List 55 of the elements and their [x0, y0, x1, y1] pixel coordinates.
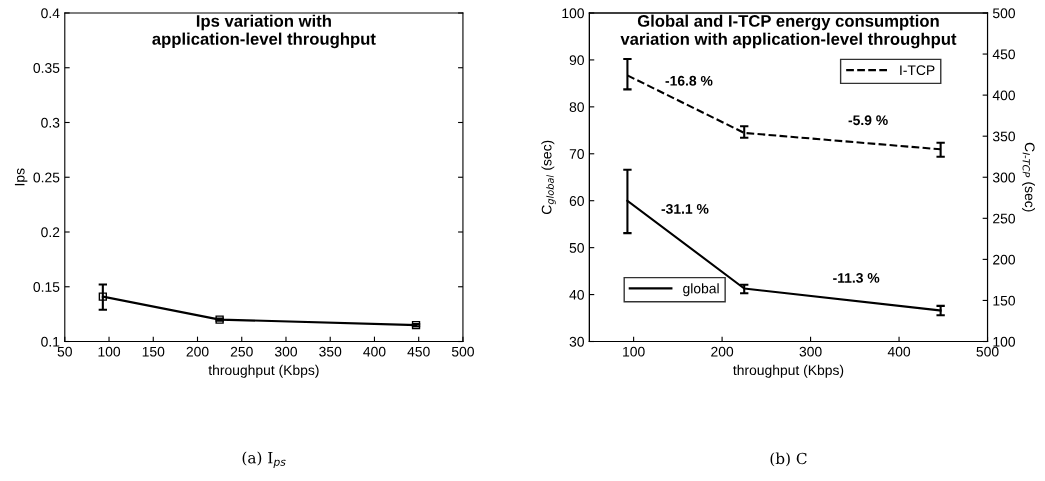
text: (a) I$_{ps}$ — [242, 451, 286, 468]
y2-tick-label: 400 — [992, 90, 1016, 101]
x-axis-title: throughput (Kbps) — [208, 364, 319, 378]
y2-axis-title: C$_{I-TCP}$ (sec) — [1022, 142, 1035, 212]
annotation: -5.9 % — [848, 115, 888, 126]
text: (b) C — [770, 452, 807, 467]
annotation: -31.1 % — [661, 203, 709, 214]
y-tick-label: 70 — [569, 149, 584, 159]
y-tick-label: 80 — [569, 102, 584, 113]
text: Global and I-TCP energy consumption variation with application-level throughput — [620, 14, 957, 49]
y2-tick-label: 200 — [993, 254, 1016, 265]
y-axis-title: C$_{global}$ (sec) — [541, 140, 556, 215]
y-tick-label: 90 — [569, 55, 584, 66]
y-axis-title: Ips — [14, 168, 28, 186]
y-tick-label: 0.3 — [41, 117, 60, 128]
y-tick-label: 60 — [569, 196, 584, 206]
x-tick-label: 150 — [142, 346, 165, 357]
y-tick-label: 0.4 — [41, 8, 60, 19]
x-axis-title: throughput (Kbps) — [733, 364, 844, 378]
x-tick-label: 100 — [623, 346, 645, 357]
x-tick-label: 400 — [887, 346, 911, 357]
y-tick-label: 40 — [569, 289, 584, 300]
y-tick-label: 0.15 — [33, 282, 60, 292]
x-tick-label: 500 — [976, 346, 999, 357]
x-tick-label: 400 — [363, 346, 386, 357]
y2-tick-label: 350 — [992, 131, 1016, 142]
x-tick-label: 350 — [319, 346, 342, 357]
x-tick-label: 50 — [57, 346, 72, 357]
y2-tick-label: 450 — [992, 49, 1016, 60]
y2-tick-label: 300 — [992, 172, 1016, 183]
text: Ips variation with application-level throughput — [152, 14, 376, 49]
x-tick-label: 100 — [98, 346, 121, 357]
y-tick-label: 0.1 — [41, 336, 60, 347]
x-tick-label: 200 — [711, 346, 734, 357]
y-tick-label: 30 — [569, 336, 584, 347]
annotation: -16.8 % — [665, 75, 713, 86]
y2-tick-label: 250 — [993, 213, 1016, 224]
x-tick-label: 300 — [274, 346, 298, 357]
legend-label: global — [683, 283, 719, 297]
y2-tick-label: 150 — [993, 295, 1016, 306]
y-tick-label: 100 — [562, 8, 584, 19]
point — [98, 292, 108, 301]
y-tick-label: 50 — [569, 242, 584, 253]
y-tick-label: 0.35 — [33, 63, 60, 73]
y-tick-label: 0.2 — [41, 227, 60, 238]
y-tick-label: 0.25 — [33, 172, 60, 183]
y2-tick-label: 100 — [993, 336, 1016, 347]
x-tick-label: 500 — [451, 346, 474, 357]
legend-label: I-TCP — [900, 65, 935, 76]
x-tick-label: 450 — [407, 346, 430, 357]
annotation: -11.3 % — [833, 272, 880, 283]
x-tick-label: 250 — [230, 346, 253, 357]
x-tick-label: 300 — [799, 346, 822, 357]
y2-tick-label: 500 — [992, 8, 1016, 19]
x-tick-label: 200 — [186, 346, 209, 357]
